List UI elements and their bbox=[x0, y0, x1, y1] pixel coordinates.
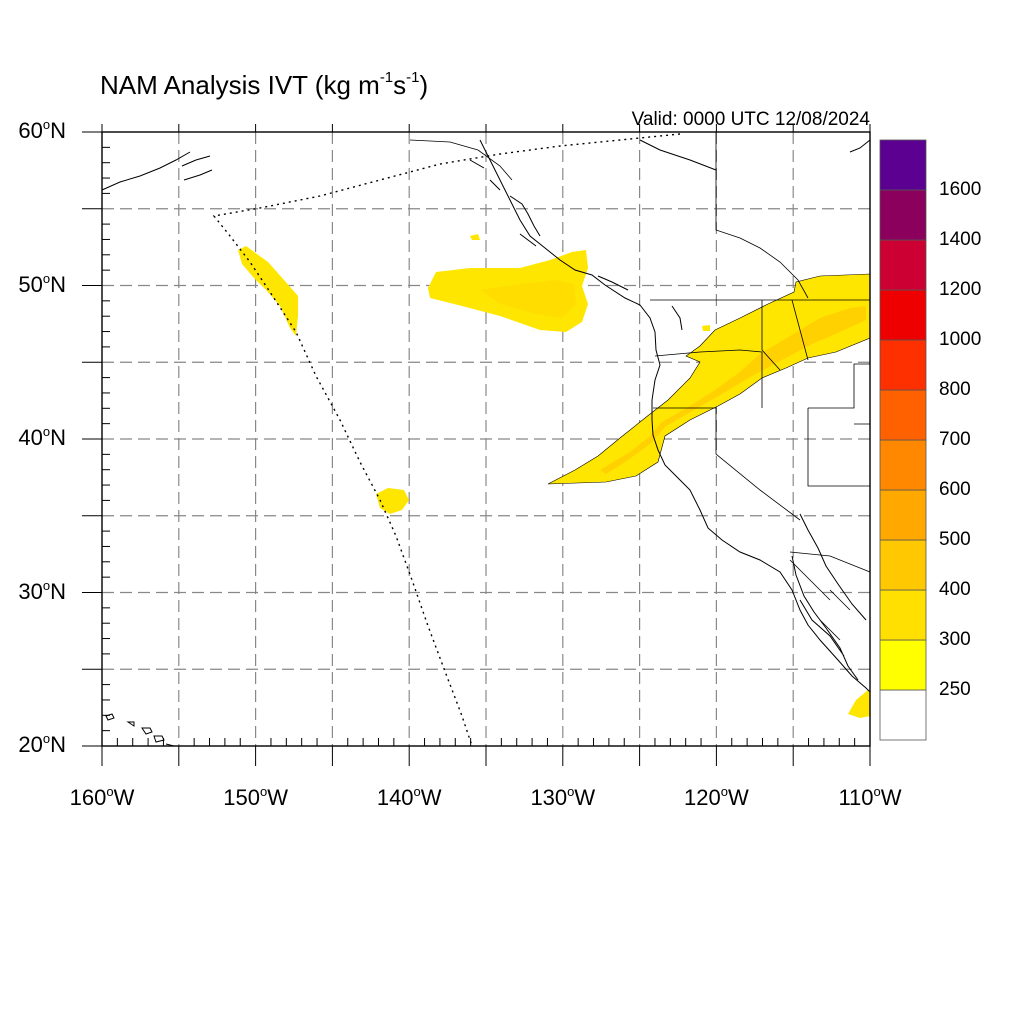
lat-label: 50oN bbox=[18, 270, 66, 297]
colorbar-label: 1400 bbox=[939, 229, 982, 250]
map-gridlines bbox=[102, 132, 870, 746]
colorbar-segment bbox=[879, 639, 927, 691]
colorbar-segment bbox=[879, 589, 927, 641]
lon-label: 110oW bbox=[838, 784, 902, 810]
colorbar-label: 1000 bbox=[939, 329, 982, 350]
border-oregon-washington bbox=[654, 349, 763, 408]
lon-label: 130oW bbox=[530, 784, 596, 810]
colorbar-segment bbox=[879, 239, 927, 291]
border-california-oregon-nevada bbox=[653, 407, 801, 521]
border-utah-nevada bbox=[807, 363, 870, 487]
colorbar-segment bbox=[879, 289, 927, 341]
coastline-hawaii bbox=[105, 713, 175, 747]
coastline-gulf-of-california bbox=[799, 513, 867, 621]
border-us-mexico bbox=[789, 551, 871, 573]
lon-label: 120oW bbox=[684, 784, 749, 810]
colorbar-label: 300 bbox=[939, 629, 971, 650]
colorbar-segment bbox=[879, 539, 927, 591]
colorbar-segment bbox=[879, 389, 927, 441]
valid-time-label: Valid: 0000 UTC 12/08/2024 bbox=[631, 109, 870, 130]
ivt-region-alaska-streak bbox=[238, 246, 298, 336]
colorbar-label: 700 bbox=[939, 429, 971, 450]
colorbar-label: 400 bbox=[939, 579, 971, 600]
lon-label: 140oW bbox=[376, 784, 442, 810]
colorbar-segment bbox=[879, 439, 927, 491]
colorbar bbox=[879, 139, 927, 741]
border-idaho bbox=[761, 299, 809, 371]
colorbar-segment bbox=[879, 489, 927, 541]
chart-title: NAM Analysis IVT (kg m-1s-1) bbox=[100, 69, 429, 100]
colorbar-segment bbox=[879, 139, 927, 191]
lat-label: 30oN bbox=[18, 577, 66, 604]
ivt-region-atmospheric-river bbox=[547, 273, 871, 485]
ivt-region-mexico-corner bbox=[848, 690, 870, 718]
political-borders bbox=[409, 132, 871, 641]
colorbar-segment bbox=[879, 689, 927, 741]
coastline-alaska-islands bbox=[101, 151, 213, 191]
maritime-boundary-dotted bbox=[212, 133, 681, 747]
colorbar-label: 500 bbox=[939, 529, 971, 550]
lon-label: 150oW bbox=[223, 784, 288, 810]
ivt-region-river-core bbox=[600, 306, 866, 474]
lat-label: 60oN bbox=[18, 117, 66, 143]
coastline-bc-islands bbox=[469, 159, 683, 331]
lat-label: 20oN bbox=[18, 731, 66, 757]
colorbar-label: 800 bbox=[939, 379, 971, 400]
coastlines bbox=[101, 139, 871, 747]
ivt-shading bbox=[238, 234, 871, 718]
lat-label: 40oN bbox=[18, 424, 66, 450]
ivt-region-small-dot-north bbox=[470, 234, 480, 240]
border-mexico-states bbox=[789, 559, 851, 641]
border-alaska-canada bbox=[409, 139, 513, 181]
border-canada-provinces bbox=[715, 132, 809, 299]
coastline-baja bbox=[791, 555, 859, 681]
ivt-region-small-dot-coast bbox=[702, 325, 710, 331]
ivt-region-plume-core bbox=[480, 280, 576, 318]
colorbar-label: 250 bbox=[939, 679, 971, 700]
colorbar-segment bbox=[879, 189, 927, 241]
colorbar-label: 1200 bbox=[939, 279, 982, 300]
axis-ticks bbox=[82, 124, 871, 766]
lon-label: 160oW bbox=[69, 784, 135, 810]
ivt-region-small-blob bbox=[376, 488, 409, 514]
coastline-north-america bbox=[479, 139, 871, 693]
colorbar-label: 1600 bbox=[939, 179, 982, 200]
colorbar-label: 600 bbox=[939, 479, 971, 500]
colorbar-segment bbox=[879, 339, 927, 391]
